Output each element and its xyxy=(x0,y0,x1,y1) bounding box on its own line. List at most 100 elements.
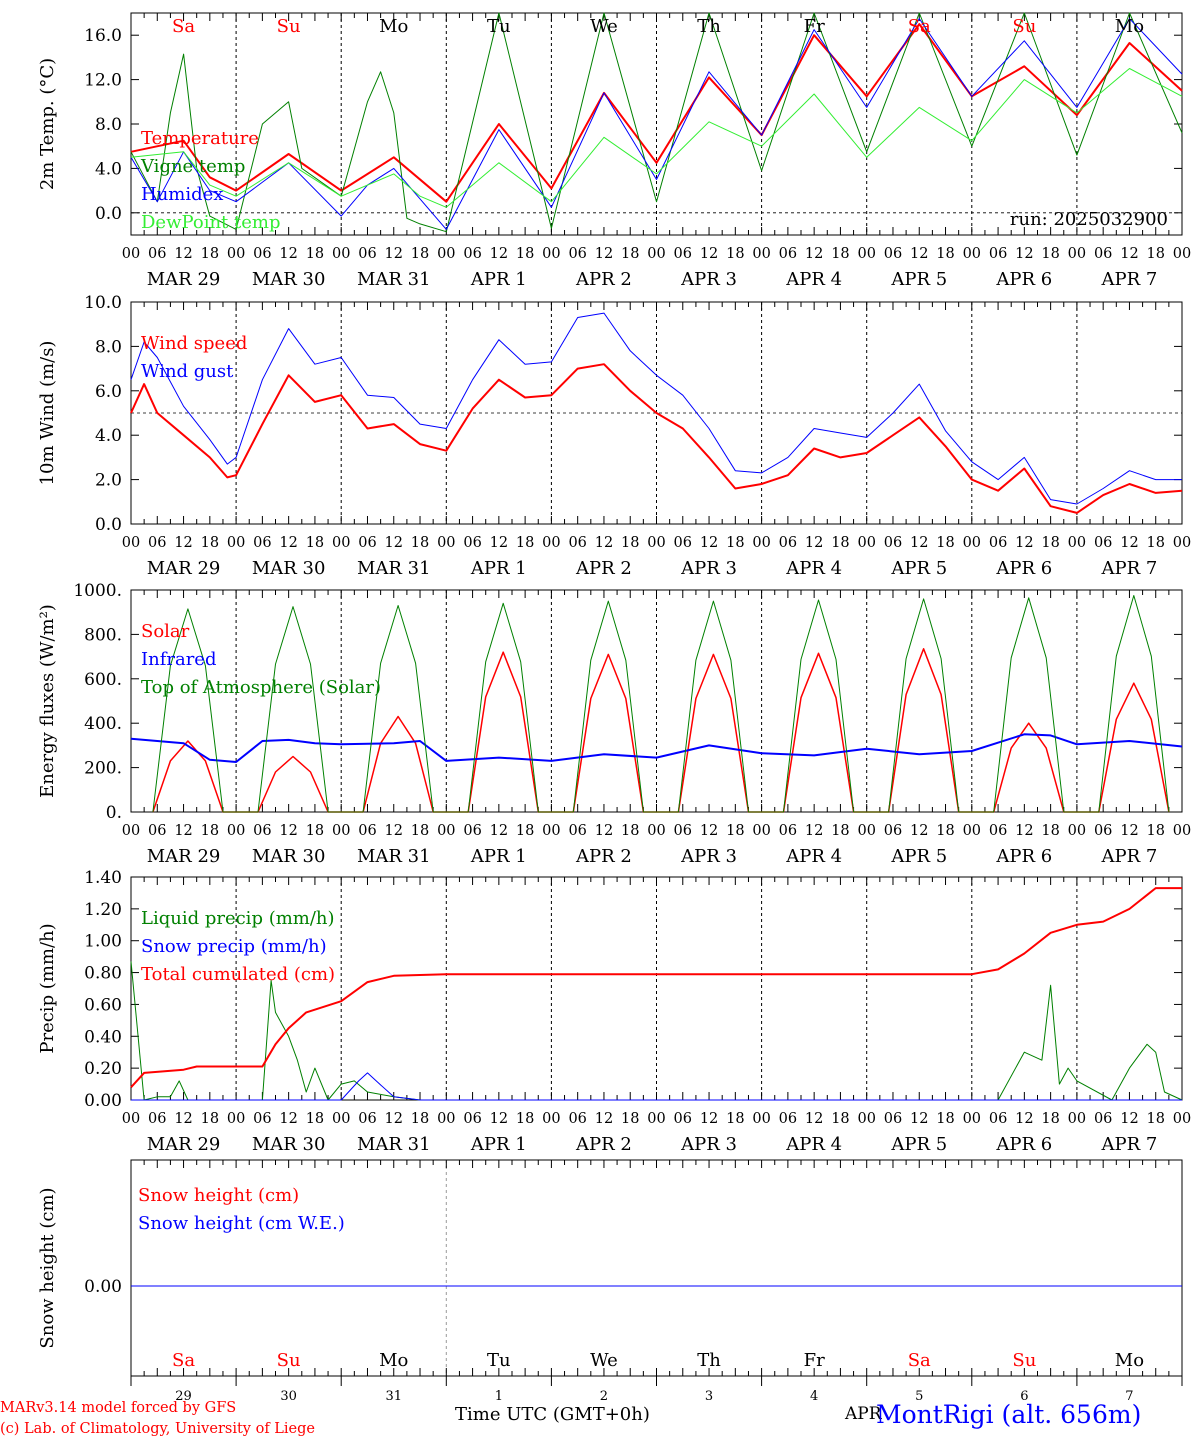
precip-x-tick-label: 06 xyxy=(1094,1111,1112,1127)
temp-x-tick-label: 06 xyxy=(568,246,586,262)
energy-x-tick-label: 00 xyxy=(122,823,140,839)
temp-legend-entry: Humidex xyxy=(141,184,223,205)
snow-legend-entry: Snow height (cm) xyxy=(138,1185,299,1206)
precip-x-tick-label: 18 xyxy=(516,1111,534,1127)
wind-x-tick-label: 18 xyxy=(831,535,849,551)
precip-x-tick-label: 00 xyxy=(122,1111,140,1127)
panel-precip: 0.00 0.20 0.40 0.60 0.80 1.00 1.20 1.40 Precip (… xyxy=(37,868,1191,1155)
wind-x-tick-label: 00 xyxy=(332,535,350,551)
precip-x-tick-label: 00 xyxy=(857,1111,875,1127)
precip-legend-entry: Total cumulated (cm) xyxy=(141,964,335,985)
temp-date-label: APR 3 xyxy=(680,269,737,290)
temp-x-tick-label: 06 xyxy=(1094,246,1112,262)
temp-date-label: APR 2 xyxy=(575,269,632,290)
wind-x-tick-label: 00 xyxy=(542,535,560,551)
precip-x-tick-label: 18 xyxy=(201,1111,219,1127)
wind-x-tick-label: 18 xyxy=(1041,535,1059,551)
energy-x-tick-label: 00 xyxy=(437,823,455,839)
temp-x-tick-label: 00 xyxy=(1173,246,1191,262)
wind-series-line xyxy=(130,363,1183,514)
wind-date-label: APR 3 xyxy=(680,558,737,579)
precip-x-tick-label: 06 xyxy=(779,1111,797,1127)
energy-x-tick-label: 00 xyxy=(332,823,350,839)
precip-x-tick-label: 00 xyxy=(752,1111,770,1127)
energy-x-tick-label: 12 xyxy=(490,823,508,839)
precip-x-tick-label: 00 xyxy=(1173,1111,1191,1127)
precip-legend-entry: Liquid precip (mm/h) xyxy=(141,908,335,929)
weekday-label: Su xyxy=(1012,1350,1036,1371)
precip-x-tick-label: 06 xyxy=(463,1111,481,1127)
energy-series-line xyxy=(152,648,1170,813)
temp-date-label: MAR 29 xyxy=(147,269,221,290)
day-number-label: 30 xyxy=(280,1389,297,1404)
wind-x-tick-label: 12 xyxy=(910,535,928,551)
credit-line: (c) Lab. of Climatology, University of L… xyxy=(0,1421,315,1437)
wind-x-tick-label: 18 xyxy=(1146,535,1164,551)
weekday-label: Fr xyxy=(804,16,825,37)
energy-x-tick-label: 00 xyxy=(752,823,770,839)
energy-y-tick-label: 200. xyxy=(84,759,122,779)
weekday-label: Mo xyxy=(1115,1350,1144,1371)
precip-date-label: APR 3 xyxy=(680,1134,737,1155)
wind-y-tick-label: 0.0 xyxy=(95,515,122,535)
temp-x-tick-label: 00 xyxy=(857,246,875,262)
wind-x-tick-label: 18 xyxy=(516,535,534,551)
precip-x-tick-label: 06 xyxy=(989,1111,1007,1127)
precip-x-tick-label: 12 xyxy=(595,1111,613,1127)
temp-x-tick-label: 18 xyxy=(1146,246,1164,262)
time-axis-label: Time UTC (GMT+0h) xyxy=(455,1404,650,1425)
precip-y-axis-label: Precip (mm/h) xyxy=(37,923,58,1053)
weekday-label: Mo xyxy=(379,16,408,37)
energy-x-tick-label: 00 xyxy=(1173,823,1191,839)
weekday-label: Fr xyxy=(804,1350,825,1371)
snow-y-axis-label: Snow height (cm) xyxy=(37,1187,58,1348)
wind-x-tick-label: 00 xyxy=(437,535,455,551)
temp-x-tick-label: 00 xyxy=(437,246,455,262)
temp-x-tick-label: 12 xyxy=(174,246,192,262)
wind-y-tick-label: 2.0 xyxy=(95,471,122,491)
energy-y-tick-label: 1000. xyxy=(73,581,122,601)
precip-y-tick-label: 0.00 xyxy=(84,1091,122,1111)
wind-x-tick-label: 06 xyxy=(463,535,481,551)
temp-x-tick-label: 12 xyxy=(279,246,297,262)
energy-x-tick-label: 00 xyxy=(542,823,560,839)
precip-x-tick-label: 12 xyxy=(385,1111,403,1127)
weekday-label: Su xyxy=(277,1350,301,1371)
precip-x-tick-label: 06 xyxy=(148,1111,166,1127)
precip-date-label: MAR 29 xyxy=(147,1134,221,1155)
day-number-label: 1 xyxy=(495,1389,503,1404)
wind-x-tick-label: 06 xyxy=(884,535,902,551)
energy-x-tick-label: 06 xyxy=(989,823,1007,839)
energy-x-tick-label: 06 xyxy=(884,823,902,839)
wind-x-tick-label: 00 xyxy=(857,535,875,551)
energy-x-tick-label: 18 xyxy=(1041,823,1059,839)
energy-y-tick-label: 400. xyxy=(84,714,122,734)
panel-temp: 0.0 4.0 8.0 12.0 16.0 2m Temp. (°C) 00 06 12 18 MA… xyxy=(37,12,1191,290)
temp-x-tick-label: 18 xyxy=(411,246,429,262)
day-number-label: 31 xyxy=(385,1389,402,1404)
weekday-label: Sa xyxy=(908,1350,931,1371)
precip-x-tick-label: 06 xyxy=(358,1111,376,1127)
energy-x-tick-label: 18 xyxy=(516,823,534,839)
wind-x-tick-label: 00 xyxy=(1173,535,1191,551)
temp-y-axis-label: 2m Temp. (°C) xyxy=(37,58,58,190)
temp-x-tick-label: 00 xyxy=(227,246,245,262)
wind-date-label: APR 4 xyxy=(785,558,842,579)
energy-legend-entry: Solar xyxy=(141,621,190,642)
energy-y-tick-label: 800. xyxy=(84,625,122,645)
temp-y-tick-label: 16.0 xyxy=(84,26,122,46)
temp-y-tick-label: 12.0 xyxy=(84,71,122,91)
temp-legend-entry: Vigne temp xyxy=(140,156,245,177)
energy-x-tick-label: 06 xyxy=(463,823,481,839)
wind-x-tick-label: 06 xyxy=(148,535,166,551)
temp-date-label: MAR 31 xyxy=(357,269,431,290)
energy-x-tick-label: 18 xyxy=(621,823,639,839)
precip-x-tick-label: 12 xyxy=(1015,1111,1033,1127)
precip-x-tick-label: 18 xyxy=(936,1111,954,1127)
wind-x-tick-label: 12 xyxy=(279,535,297,551)
precip-date-label: APR 1 xyxy=(470,1134,527,1155)
temp-x-tick-label: 12 xyxy=(910,246,928,262)
wind-x-tick-label: 12 xyxy=(385,535,403,551)
energy-series-line xyxy=(152,595,1170,813)
